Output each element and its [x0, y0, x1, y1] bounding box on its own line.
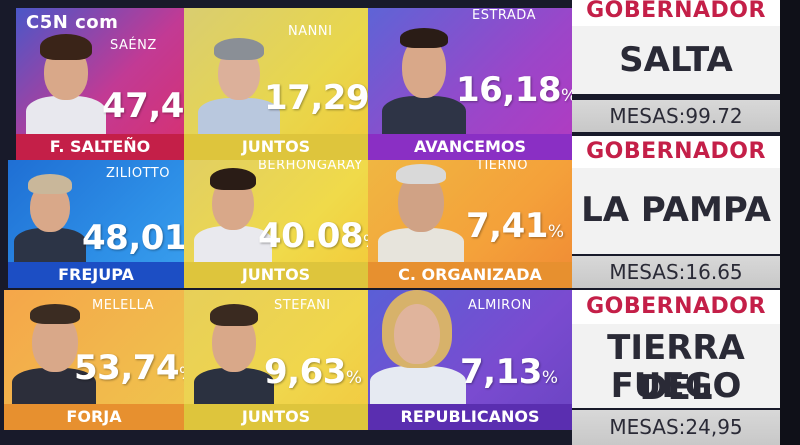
party-label: FORJA — [4, 404, 184, 430]
candidate-card-berhongaray: BERHONGARAY 40.08% JUNTOS — [184, 160, 368, 288]
mesas-counter: MESAS:16.65 — [572, 256, 780, 288]
party-label: AVANCEMOS — [368, 134, 572, 160]
mesas-counter: MESAS:24,95 — [572, 410, 780, 445]
candidate-photo — [26, 34, 106, 134]
party-label: JUNTOS — [184, 262, 368, 288]
candidate-name: SAÉNZ — [110, 38, 157, 53]
province-box — [572, 26, 780, 94]
candidate-card-tierno: TIERNO 7,41% C. ORGANIZADA — [368, 160, 572, 288]
candidate-photo — [194, 166, 272, 262]
candidate-name: TIERNO — [476, 160, 528, 173]
candidate-card-almiron: ALMIRON 7,13% REPUBLICANOS — [368, 290, 572, 430]
candidate-card-saenz: SAÉNZ 47,46% F. SALTEÑO — [16, 8, 184, 160]
candidate-photo — [12, 304, 96, 404]
candidate-percent: 48,01% — [82, 218, 184, 258]
candidate-photo — [194, 304, 274, 404]
party-label: F. SALTEÑO — [16, 134, 184, 160]
candidate-card-estrada: ESTRADA 16,18% AVANCEMOS — [368, 8, 572, 160]
party-label: FREJUPA — [8, 262, 184, 288]
candidate-card-melella: MELELLA 53,74% FORJA — [4, 290, 184, 430]
channel-logo: C5N com — [26, 12, 119, 33]
candidate-name: ZILIOTTO — [106, 166, 170, 181]
candidate-photo — [382, 24, 466, 134]
candidate-card-nanni: NANNI 17,29% JUNTOS — [184, 8, 368, 160]
province-box — [572, 324, 780, 408]
office-label: GOBERNADOR — [572, 136, 780, 168]
office-label: GOBERNADOR — [572, 0, 780, 26]
candidate-name: ALMIRON — [468, 298, 532, 313]
candidate-percent: 53,74% — [74, 348, 184, 388]
candidate-percent: 7,41% — [466, 206, 564, 246]
office-label: GOBERNADOR — [572, 290, 780, 324]
candidate-percent: 47,46% — [102, 86, 184, 126]
province-box — [572, 168, 780, 254]
mesas-counter: MESAS:99.72 — [572, 100, 780, 132]
candidate-percent: 9,63% — [264, 352, 362, 392]
candidate-name: NANNI — [288, 24, 333, 39]
candidate-photo — [370, 290, 466, 404]
party-label: JUNTOS — [184, 404, 368, 430]
province-name-line1: TIERRA DEL — [607, 328, 745, 408]
party-label: C. ORGANIZADA — [368, 262, 572, 288]
candidate-card-ziliotto: ZILIOTTO 48,01% FREJUPA — [8, 160, 184, 288]
candidate-name: ESTRADA — [472, 8, 536, 23]
candidate-name: MELELLA — [92, 298, 155, 313]
party-label: JUNTOS — [184, 134, 368, 160]
province-name: LA PAMPA — [581, 190, 771, 230]
candidate-name: BERHONGARAY — [258, 160, 363, 173]
candidate-percent: 16,18% — [456, 70, 572, 110]
candidate-percent: 17,29% — [264, 78, 368, 118]
candidate-percent: 7,13% — [460, 352, 558, 392]
candidate-photo — [198, 34, 280, 134]
province-name: SALTA — [619, 40, 733, 80]
candidate-card-stefani: STEFANI 9,63% JUNTOS — [184, 290, 368, 430]
candidate-photo — [378, 162, 464, 262]
candidate-photo — [14, 172, 86, 262]
screen-bezel — [780, 0, 800, 445]
candidate-percent: 40.08% — [258, 216, 368, 256]
province-name-line2: FUEGO — [610, 366, 742, 406]
party-label: REPUBLICANOS — [368, 404, 572, 430]
candidate-name: STEFANI — [274, 298, 331, 313]
